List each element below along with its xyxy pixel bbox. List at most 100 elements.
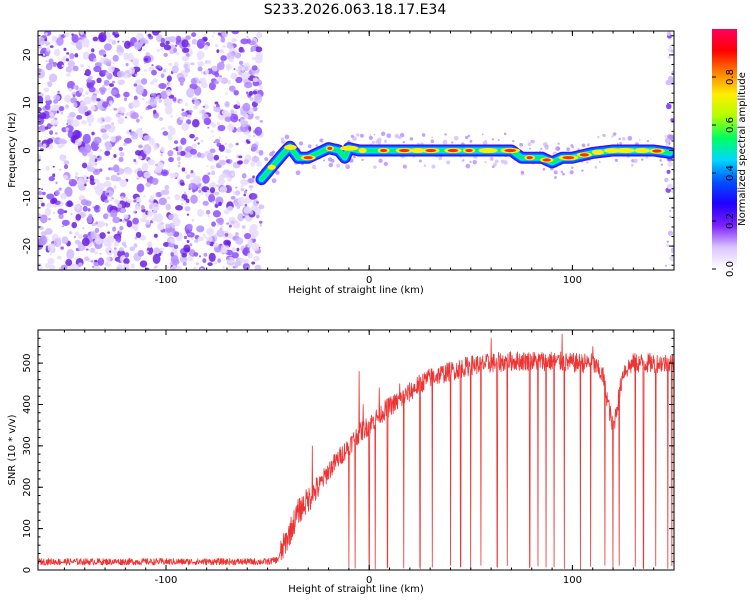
ridge-halo [453,135,459,141]
noise-speckle [117,203,123,209]
y-tick-label: 400 [22,395,33,414]
noise-speckle [45,32,48,36]
ridge-peak [303,156,313,160]
noise-speckle [189,171,196,178]
noise-speckle [226,222,230,225]
noise-speckle [181,39,189,48]
noise-speckle [137,249,145,257]
noise-speckle [155,96,160,102]
noise-speckle [110,209,118,218]
ridge-halo [612,132,617,136]
noise-speckle [185,198,190,204]
noise-speckle [49,45,54,48]
noise-speckle [104,261,110,267]
ridge-peak [504,148,517,153]
noise-speckle [176,156,181,162]
noise-speckle [53,63,57,68]
noise-speckle [666,240,669,243]
noise-speckle [44,94,51,102]
noise-speckle [85,90,89,96]
noise-speckle [63,174,69,180]
noise-speckle [58,106,65,112]
noise-speckle [243,193,247,197]
noise-speckle [211,170,216,176]
noise-speckle [47,243,55,253]
ridge-halo [622,137,626,141]
noise-speckle [111,80,116,84]
noise-speckle [167,150,174,157]
noise-speckle [165,40,170,45]
noise-speckle [233,191,236,195]
noise-speckle [44,103,51,110]
noise-speckle [227,205,234,212]
noise-speckle [143,49,146,52]
noise-speckle [60,193,67,200]
noise-speckle [146,246,154,255]
noise-speckle [157,144,160,147]
noise-speckle [211,130,214,134]
noise-speckle [230,72,238,80]
noise-speckle [216,49,220,53]
noise-speckle [93,58,97,62]
noise-speckle [123,52,130,61]
spectrogram-xlabel: Height of straight line (km) [288,285,424,296]
noise-speckle [220,225,223,228]
ridge-halo [497,139,500,142]
noise-speckle [201,109,206,115]
noise-speckle [219,49,225,55]
noise-speckle [176,265,182,270]
noise-speckle [69,231,73,235]
noise-speckle [246,91,249,95]
ridge-halo [472,159,477,165]
noise-speckle [168,83,172,86]
ridge-halo [494,159,499,164]
ridge-halo [350,134,355,139]
noise-speckle [188,232,191,236]
ridge-halo [633,158,638,164]
noise-speckle [247,241,253,248]
noise-speckle [191,143,197,148]
noise-speckle [105,142,113,151]
noise-speckle [123,214,129,220]
noise-speckle [168,214,174,220]
noise-speckle [103,59,112,66]
noise-speckle [199,77,207,85]
noise-speckle [189,83,198,90]
noise-speckle [123,40,131,49]
noise-speckle [51,197,58,204]
ridge-halo [442,139,448,145]
noise-speckle [196,208,204,217]
noise-speckle [68,87,73,92]
noise-speckle [104,123,112,130]
noise-speckle [149,195,155,201]
noise-speckle [202,258,207,264]
noise-speckle [246,35,249,38]
noise-speckle [183,191,187,195]
noise-speckle [94,251,99,255]
noise-speckle [207,172,211,175]
x-tick-label: 100 [563,575,582,586]
noise-speckle [84,73,87,76]
noise-speckle [108,83,114,88]
noise-speckle [251,143,258,151]
noise-speckle [97,155,100,158]
noise-speckle [56,61,65,70]
noise-speckle [227,233,233,239]
noise-speckle [232,221,241,229]
noise-speckle [143,194,146,198]
noise-speckle [183,63,189,69]
noise-speckle [237,160,243,165]
noise-speckle [225,159,230,164]
noise-speckle [173,47,178,53]
noise-speckle [163,242,170,247]
noise-speckle [164,184,170,190]
noise-speckle [108,167,111,171]
noise-speckle [119,226,124,231]
noise-speckle [128,66,135,75]
noise-speckle [93,136,102,144]
ridge-halo [491,138,495,141]
noise-speckle [224,232,229,237]
ridge-halo [557,147,561,151]
noise-speckle [202,105,206,108]
noise-speckle [102,84,105,88]
